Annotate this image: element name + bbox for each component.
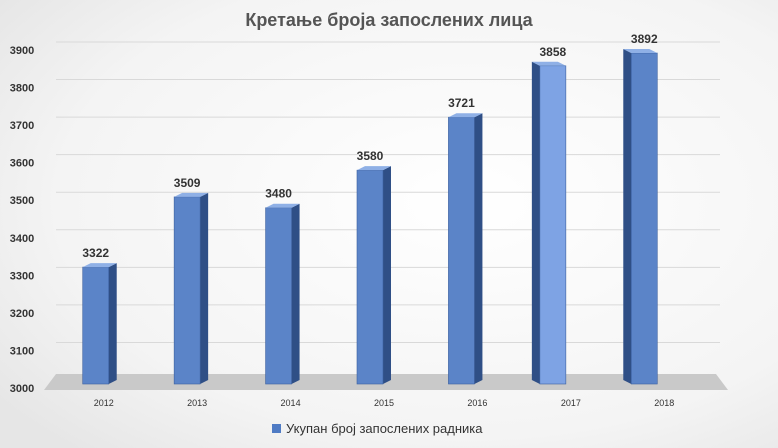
bar-front-face [173, 196, 201, 385]
bar-top-face [265, 203, 300, 208]
bar[interactable] [356, 166, 391, 385]
bar-front-face [356, 169, 384, 385]
bar-side-face [623, 49, 632, 384]
bar-front-face [630, 52, 658, 385]
x-tick-label: 2017 [561, 398, 581, 408]
y-tick-label: 3000 [10, 383, 34, 395]
x-tick-label: 2014 [281, 398, 301, 408]
x-tick-label: 2012 [94, 398, 114, 408]
bar-side-face [291, 203, 300, 384]
bar-side-face [474, 113, 483, 385]
data-label: 3580 [357, 149, 384, 163]
data-label: 3892 [631, 32, 658, 46]
bar-front-face [448, 116, 475, 385]
y-tick-label: 3600 [10, 158, 34, 170]
legend-label: Укупан број запослених радника [286, 421, 483, 436]
y-tick-label: 3200 [10, 308, 34, 320]
bar-front-face [265, 207, 292, 385]
data-label: 3721 [448, 96, 475, 110]
x-tick-label: 2016 [467, 398, 487, 408]
bar[interactable] [265, 203, 300, 385]
bar-front-face [539, 65, 567, 385]
bar[interactable] [623, 49, 658, 385]
chart-title: Кретање броја запослених лица [245, 10, 533, 30]
bar-side-face [108, 263, 117, 384]
y-tick-label: 3100 [10, 345, 34, 357]
x-tick-label: 2013 [187, 398, 207, 408]
y-tick-label: 3900 [10, 45, 34, 57]
data-label: 3480 [265, 187, 292, 201]
bar-side-face [383, 166, 391, 384]
y-tick-label: 3800 [10, 83, 34, 95]
bar-top-face [82, 263, 117, 268]
bar-top-face [531, 61, 566, 66]
x-tick-label: 2018 [654, 398, 674, 408]
y-tick-label: 3400 [10, 233, 34, 245]
bar-side-face [531, 61, 540, 384]
y-tick-label: 3500 [10, 195, 34, 207]
data-label: 3509 [174, 176, 201, 190]
bar[interactable] [448, 113, 483, 385]
bar[interactable] [82, 263, 117, 385]
bar-top-face [174, 192, 209, 197]
data-label: 3322 [82, 246, 109, 260]
bar[interactable] [173, 192, 209, 385]
bar-side-face [200, 192, 209, 384]
bar-top-face [357, 166, 391, 171]
legend-swatch [272, 424, 281, 433]
bar-top-face [448, 113, 483, 118]
data-label: 3858 [540, 45, 567, 59]
bar-front-face [82, 266, 110, 385]
bar[interactable] [531, 61, 567, 385]
bar-top-face [623, 49, 658, 54]
x-tick-label: 2015 [374, 398, 394, 408]
y-tick-label: 3300 [10, 270, 34, 282]
y-tick-label: 3700 [10, 120, 34, 132]
